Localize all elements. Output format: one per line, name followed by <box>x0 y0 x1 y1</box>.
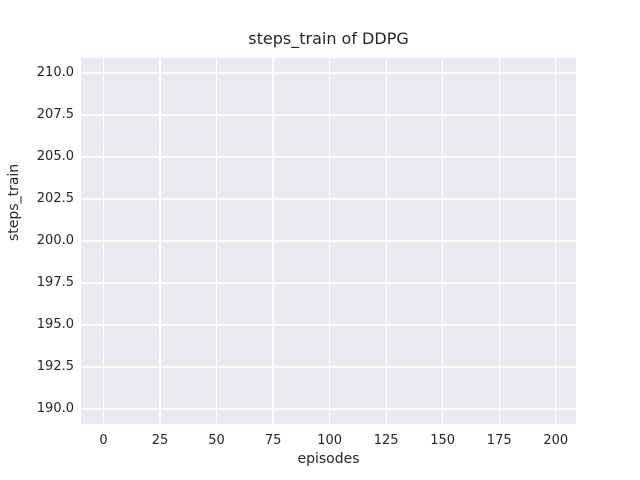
x-tick-label: 75 <box>264 433 282 448</box>
y-tick-label: 207.5 <box>36 107 74 123</box>
plot-area <box>81 58 576 424</box>
y-tick-label: 202.5 <box>36 191 74 207</box>
x-tick-label: 0 <box>99 433 108 448</box>
y-tick-label: 190.0 <box>36 400 74 416</box>
x-tick-label: 50 <box>208 433 225 448</box>
y-gridline <box>81 198 576 200</box>
x-tick-label: 125 <box>373 433 399 448</box>
y-tick-label: 205.0 <box>36 149 74 165</box>
y-gridline <box>81 324 576 326</box>
y-gridline <box>81 282 576 284</box>
y-gridline <box>81 366 576 368</box>
x-tick-label: 200 <box>543 433 569 448</box>
y-tick-label: 200.0 <box>36 233 74 248</box>
y-gridline <box>81 240 576 242</box>
chart-title: steps_train of DDPG <box>248 29 409 48</box>
y-tick-label: 197.5 <box>36 274 74 290</box>
y-gridline <box>81 72 576 74</box>
x-tick-label: 100 <box>317 433 343 448</box>
y-tick-label: 192.5 <box>36 358 74 374</box>
x-tick-label: 25 <box>151 433 169 448</box>
x-tick-label: 150 <box>430 433 456 448</box>
y-gridline <box>81 156 576 158</box>
x-tick-label: 175 <box>486 433 512 448</box>
y-tick-label: 210.0 <box>36 65 74 81</box>
y-tick-label: 195.0 <box>36 316 74 332</box>
y-gridline <box>81 408 576 410</box>
y-gridline <box>81 114 576 116</box>
x-axis-label: episodes <box>297 451 360 467</box>
